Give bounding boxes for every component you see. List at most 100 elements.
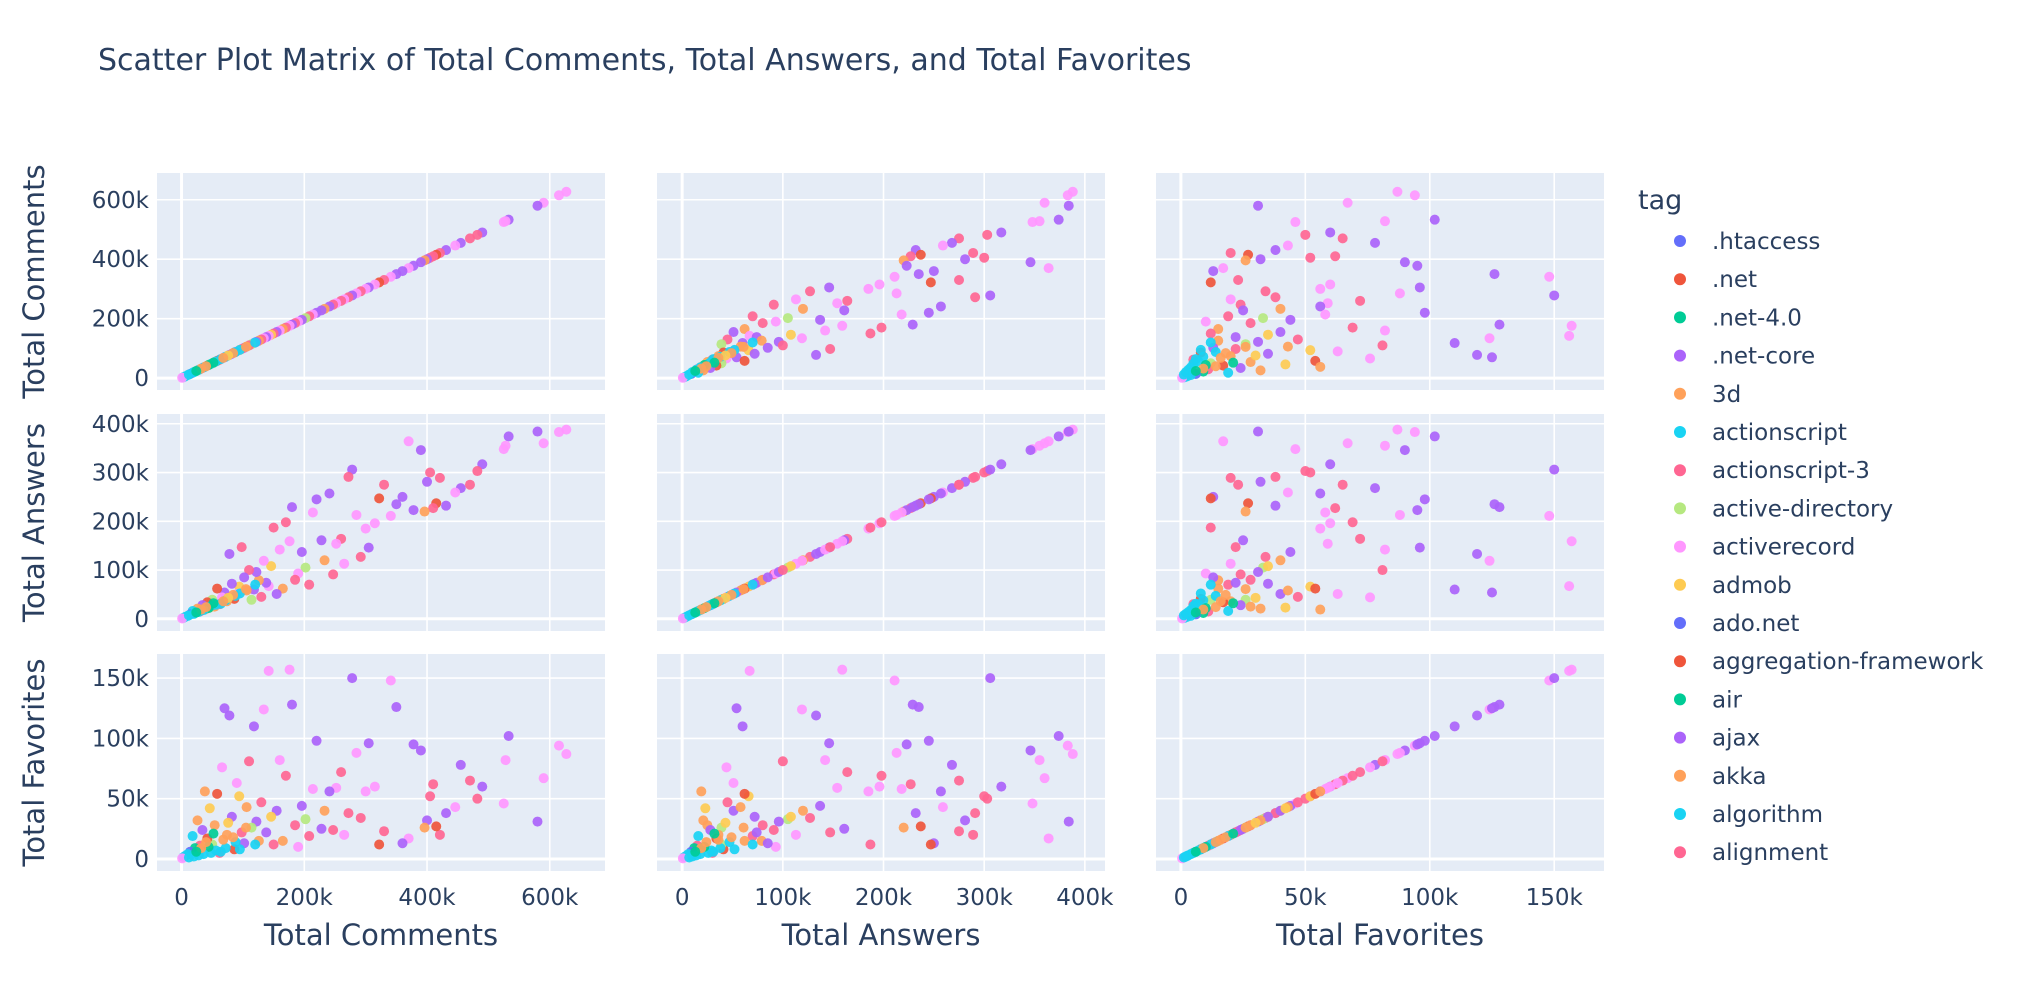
data-point (304, 831, 315, 842)
data-point (431, 821, 442, 832)
data-point (1233, 275, 1244, 286)
data-point (351, 509, 362, 520)
legend-marker (1674, 464, 1686, 477)
data-point (1230, 542, 1241, 553)
data-point (970, 292, 981, 303)
data-point (739, 788, 750, 799)
data-point (756, 335, 767, 346)
legend-marker (1674, 502, 1686, 515)
data-point (996, 227, 1007, 238)
legend-item[interactable]: akka (1674, 764, 1766, 790)
data-point (244, 756, 255, 767)
data-point (300, 562, 311, 573)
legend-item[interactable]: activerecord (1674, 535, 1855, 561)
data-point (1225, 558, 1236, 569)
data-point (1027, 798, 1038, 809)
x-axis-title: Total Favorites (1275, 918, 1484, 952)
data-point (1332, 777, 1343, 788)
data-point (343, 471, 354, 482)
data-point (1566, 536, 1577, 547)
data-point (434, 829, 445, 840)
y-tick-label: 200k (92, 509, 150, 535)
data-point (1566, 320, 1577, 331)
legend-item[interactable]: ajax (1674, 726, 1760, 752)
data-point (1230, 577, 1241, 588)
data-point (796, 333, 807, 344)
legend-label: akka (1712, 764, 1766, 790)
data-point (891, 288, 902, 299)
data-point (1190, 607, 1201, 618)
legend-label: aggregation-framework (1712, 649, 1984, 675)
legend-item[interactable]: aggregation-framework (1674, 649, 1984, 675)
legend-item[interactable]: actionscript-3 (1674, 458, 1870, 484)
data-point (839, 305, 850, 316)
x-tick-label: 200k (276, 885, 334, 911)
data-point (1270, 500, 1281, 511)
data-point (1190, 846, 1201, 857)
data-point (256, 591, 267, 602)
legend-item[interactable]: active-directory (1674, 496, 1893, 522)
data-point (985, 673, 996, 684)
legend-marker (1674, 808, 1686, 820)
data-point (428, 503, 439, 514)
legend-item[interactable]: .net-4.0 (1674, 305, 1802, 331)
data-point (1210, 361, 1221, 372)
data-point (842, 767, 853, 778)
legend-item[interactable]: .htaccess (1674, 229, 1820, 255)
data-point (739, 324, 750, 335)
data-point (738, 584, 749, 595)
data-point (1280, 803, 1291, 814)
data-point (1275, 303, 1286, 314)
data-point (1330, 503, 1341, 514)
data-point (441, 808, 452, 819)
legend-item[interactable]: .net-core (1674, 344, 1815, 370)
data-point (307, 507, 318, 518)
data-point (355, 551, 366, 562)
legend-item[interactable]: alignment (1674, 840, 1828, 866)
legend-item[interactable]: admob (1674, 573, 1792, 599)
legend-item[interactable]: ado.net (1674, 611, 1799, 637)
data-point (896, 784, 907, 795)
data-point (747, 311, 758, 322)
data-point (1263, 348, 1273, 359)
data-point (1178, 852, 1189, 863)
panel-1-1 (657, 414, 1105, 631)
data-point (910, 808, 921, 819)
data-point (1487, 703, 1497, 714)
data-point (1039, 773, 1050, 784)
data-point (815, 800, 826, 811)
data-point (191, 846, 202, 857)
data-point (1210, 837, 1221, 848)
data-point (1255, 365, 1266, 376)
data-point (538, 438, 549, 449)
legend-item[interactable]: algorithm (1674, 802, 1823, 828)
data-point (1419, 307, 1430, 318)
data-point (311, 494, 322, 505)
data-point (1377, 756, 1388, 767)
data-point (968, 247, 979, 258)
data-point (1370, 483, 1381, 494)
data-point (197, 825, 208, 836)
legend-item[interactable]: .net (1674, 267, 1757, 293)
data-point (1218, 263, 1229, 274)
legend-item[interactable]: air (1674, 687, 1742, 713)
data-point (696, 786, 707, 797)
legend-item[interactable]: 3d (1674, 382, 1741, 408)
data-point (716, 339, 727, 350)
legend-label: .htaccess (1712, 229, 1820, 255)
data-point (1263, 578, 1273, 589)
legend-label: ajax (1712, 726, 1760, 752)
data-point (1544, 271, 1555, 282)
data-point (1305, 467, 1316, 478)
legend-marker (1674, 617, 1686, 629)
data-point (777, 565, 788, 576)
data-point (935, 301, 946, 312)
data-point (825, 542, 836, 553)
legend-marker (1674, 311, 1686, 324)
data-point (226, 578, 237, 589)
legend-item[interactable]: actionscript (1674, 420, 1847, 446)
data-point (907, 319, 918, 330)
x-tick-label: 150k (1526, 885, 1584, 911)
data-point (319, 805, 330, 816)
data-point (455, 759, 466, 770)
